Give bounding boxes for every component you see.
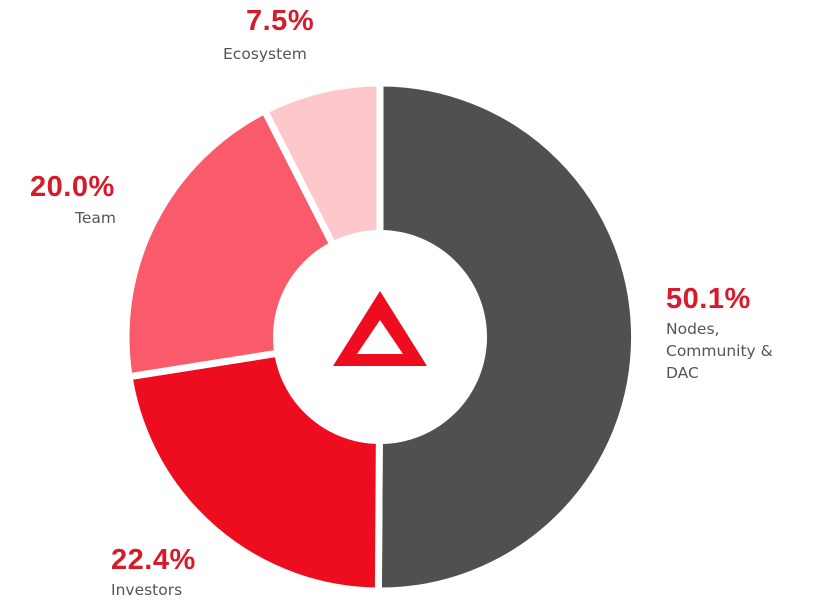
slice-category-label-line: Nodes,: [666, 320, 720, 338]
slice-category-label-ecosystem: Ecosystem: [223, 43, 307, 65]
slice-category-label-line: Community &: [666, 342, 773, 360]
slice-category-label-line: DAC: [666, 364, 699, 382]
slice-category-label-investors: Investors: [111, 579, 182, 601]
slice-value-label-ecosystem: 7.5%: [246, 5, 315, 37]
slice-value-label-team: 20.0%: [30, 171, 115, 203]
slice-category-label-team: Team: [75, 207, 116, 229]
slice-category-label-nodes: Nodes, Community & DAC: [666, 318, 773, 384]
slice-value-label-investors: 22.4%: [111, 544, 196, 576]
slice-category-label-line: Investors: [111, 581, 183, 599]
slice-category-label-line: Team: [75, 209, 116, 227]
donut-slice-nodes: [374, 79, 639, 595]
slice-value-label-nodes: 50.1%: [666, 283, 751, 315]
slice-category-label-line: Ecosystem: [223, 45, 307, 63]
triangle-logo-icon: [333, 291, 427, 366]
